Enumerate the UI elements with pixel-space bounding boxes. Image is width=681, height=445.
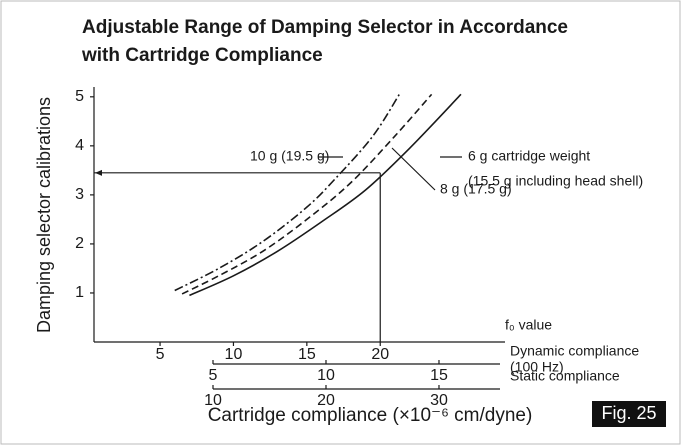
secondary-axis-label: Dynamic compliance xyxy=(510,343,639,359)
series-label: 6 g cartridge weight xyxy=(468,148,590,164)
secondary-tick-label: 10 xyxy=(204,392,222,409)
series-label: 8 g (17.5 g) xyxy=(440,181,512,197)
secondary-axis-label: (100 Hz) xyxy=(510,359,564,375)
secondary-tick-label: 20 xyxy=(317,392,335,409)
x-axis-label: f₀ value xyxy=(505,317,552,333)
figure-label-box xyxy=(592,401,666,427)
leader-line xyxy=(391,147,436,191)
y-tick-label: 1 xyxy=(75,284,84,301)
secondary-tick-label: 10 xyxy=(317,367,335,384)
x-tick-label: 5 xyxy=(156,346,165,363)
chart-title: Adjustable Range of Damping Selector in … xyxy=(82,17,568,38)
series-line xyxy=(174,93,400,292)
y-tick-label: 5 xyxy=(75,88,84,105)
x-tick-label: 10 xyxy=(225,346,243,363)
x-tick-label: 15 xyxy=(298,346,316,363)
reference-arrow xyxy=(95,169,102,176)
series-label: 10 g (19.5 g) xyxy=(250,148,329,164)
y-axis-label: Damping selector calibrations xyxy=(34,97,54,333)
y-tick-label: 4 xyxy=(75,137,84,154)
series-label: (15.5 g including head shell) xyxy=(468,173,643,189)
y-tick-label: 2 xyxy=(75,235,84,252)
secondary-tick-label: 30 xyxy=(430,392,448,409)
x-tick-label: 20 xyxy=(371,346,389,363)
series-line xyxy=(189,93,462,297)
bottom-label: Cartridge compliance (×10⁻⁶ cm/dyne) xyxy=(208,405,533,426)
figure-label: Fig. 25 xyxy=(601,403,656,423)
y-tick-label: 3 xyxy=(75,186,84,203)
secondary-tick-label: 15 xyxy=(430,367,448,384)
secondary-tick-label: 5 xyxy=(209,367,218,384)
secondary-axis-label: Static compliance xyxy=(510,368,620,384)
chart-title: with Cartridge Compliance xyxy=(81,45,323,66)
series-line xyxy=(181,93,433,295)
